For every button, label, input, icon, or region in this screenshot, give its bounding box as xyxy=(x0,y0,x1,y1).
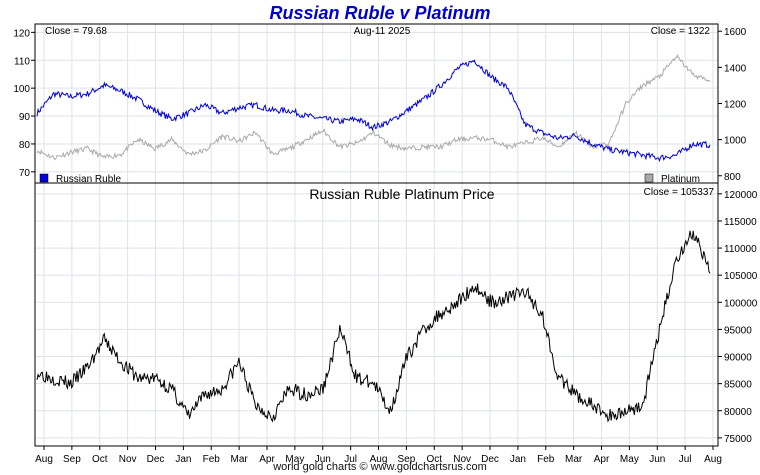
top-close-left: Close = 79.68 xyxy=(45,26,107,37)
y-right-tick-label: 1400 xyxy=(724,63,747,74)
x-tick-label: Feb xyxy=(537,454,555,465)
series-layer xyxy=(36,53,711,423)
y-right-tick-label: 1600 xyxy=(724,27,747,38)
x-tick-label: Jun xyxy=(649,454,665,465)
x-tick-label: Sep xyxy=(63,454,81,465)
footer-credit: world gold charts © www.goldchartsrus.co… xyxy=(273,461,487,473)
x-tick-label: Oct xyxy=(92,454,108,465)
x-tick-label: Dec xyxy=(147,454,165,465)
y-right-tick-label: 800 xyxy=(724,172,741,183)
axis-labels: Aug Sep Oct Nov Dec Jan Feb Mar Apr May Jun Jul Aug S… xyxy=(13,27,757,465)
x-tick-label: May xyxy=(620,454,639,465)
x-tick-label: Aug xyxy=(35,454,53,465)
y-bottom-tick-label: 95000 xyxy=(724,325,752,336)
x-tick-label: Jan xyxy=(175,454,191,465)
y-bottom-tick-label: 90000 xyxy=(724,353,752,364)
x-tick-label: Aug xyxy=(370,454,388,465)
x-tick-label: Jan xyxy=(510,454,526,465)
chart-title: Russian Ruble v Platinum xyxy=(269,3,491,23)
x-tick-label: Oct xyxy=(426,454,442,465)
legend-ruble-swatch xyxy=(39,173,49,183)
y-right-tick-label: 1000 xyxy=(724,136,747,147)
ruble-platinum-price-line xyxy=(36,230,711,423)
x-tick-label: Sep xyxy=(397,454,415,465)
bottom-close: Close = 105337 xyxy=(644,187,715,198)
top-close-right: Close = 1322 xyxy=(651,26,711,37)
x-tick-label: May xyxy=(285,454,304,465)
bottom-panel-title: Russian Ruble Platinum Price xyxy=(309,186,494,202)
y-bottom-tick-label: 105000 xyxy=(724,271,758,282)
y-left-tick-label: 110 xyxy=(14,56,30,67)
y-bottom-tick-label: 120000 xyxy=(724,190,758,201)
x-tick-label: Jul xyxy=(679,454,692,465)
legend-ruble-label: Russian Ruble xyxy=(56,174,121,185)
x-tick-label: Dec xyxy=(481,454,499,465)
bottom-panel-frame xyxy=(34,182,719,447)
y-bottom-tick-label: 110000 xyxy=(724,244,757,255)
platinum-line xyxy=(36,53,711,161)
x-tick-label: Apr xyxy=(259,454,275,465)
y-bottom-tick-label: 80000 xyxy=(724,407,752,418)
x-tick-label: Jul xyxy=(344,454,357,465)
x-tick-label: Mar xyxy=(231,454,249,465)
legend-platinum-label: Platinum xyxy=(661,174,700,185)
y-left-tick-label: 100 xyxy=(13,84,30,95)
x-tick-label: Jun xyxy=(315,454,331,465)
x-tick-label: Aug xyxy=(704,454,722,465)
y-bottom-tick-label: 100000 xyxy=(724,298,758,309)
top-panel-frame xyxy=(34,23,719,184)
y-left-tick-label: 80 xyxy=(19,140,31,151)
y-left-tick-label: 70 xyxy=(19,168,31,179)
y-bottom-tick-label: 75000 xyxy=(724,434,752,445)
x-tick-label: Mar xyxy=(565,454,583,465)
y-right-tick-label: 1200 xyxy=(724,100,747,111)
top-panel-grid xyxy=(35,24,718,183)
top-date: Aug-11 2025 xyxy=(354,26,411,37)
y-bottom-tick-label: 115000 xyxy=(724,217,757,228)
y-bottom-tick-label: 85000 xyxy=(724,380,752,391)
x-tick-label: Nov xyxy=(453,454,471,465)
bottom-panel-grid xyxy=(35,183,718,446)
x-tick-label: Feb xyxy=(203,454,221,465)
y-left-tick-label: 120 xyxy=(13,28,30,39)
x-tick-label: Apr xyxy=(594,454,610,465)
x-tick-label: Nov xyxy=(119,454,137,465)
y-left-tick-label: 90 xyxy=(19,112,31,123)
legend-platinum-swatch xyxy=(644,173,654,183)
ruble-line xyxy=(36,59,711,163)
